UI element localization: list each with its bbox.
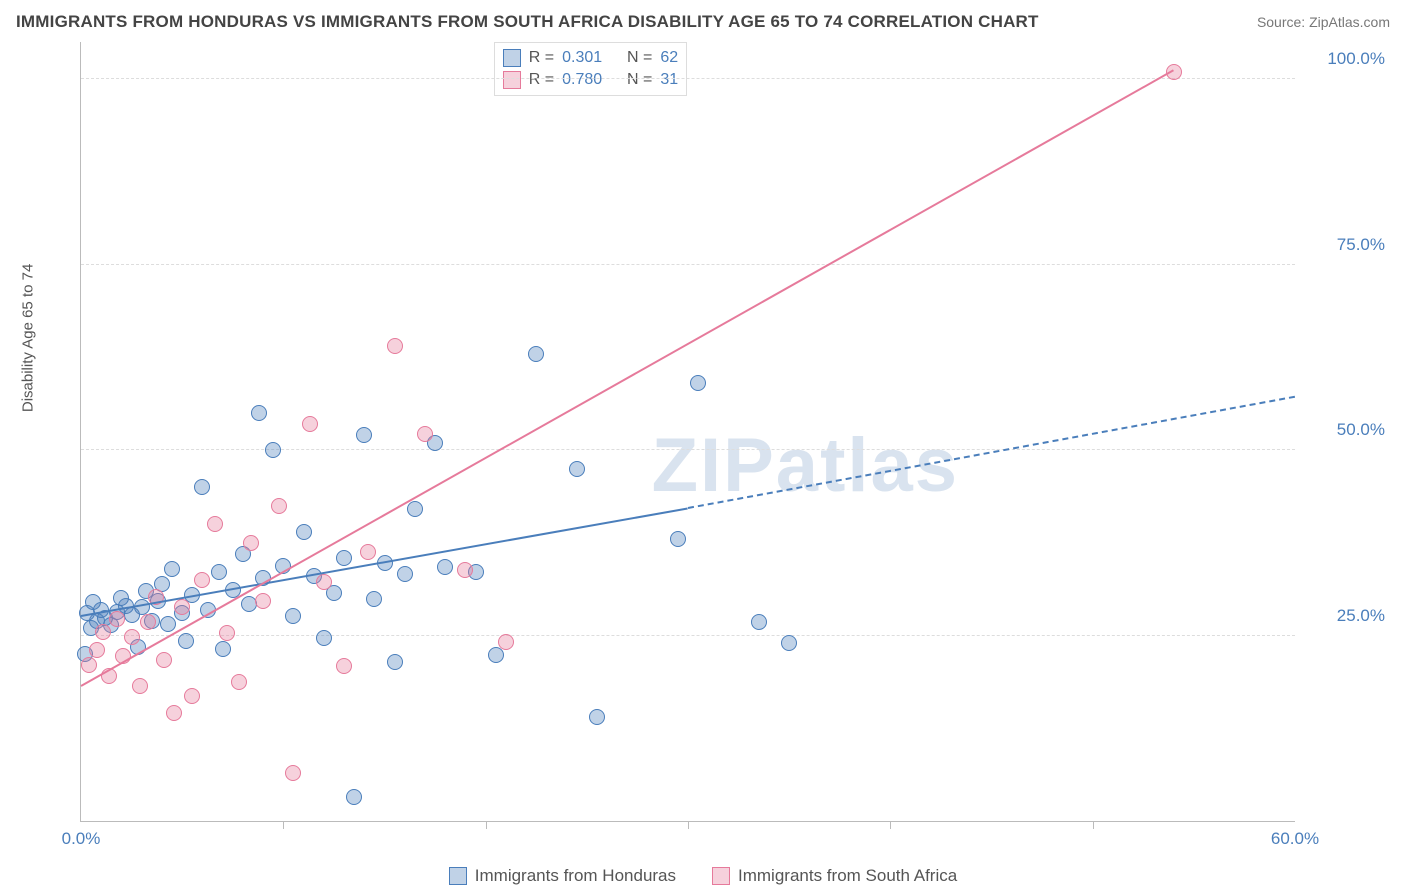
scatter-point: [174, 599, 190, 615]
x-tick-minor: [283, 821, 284, 829]
chart-title: IMMIGRANTS FROM HONDURAS VS IMMIGRANTS F…: [16, 12, 1039, 32]
scatter-point: [437, 559, 453, 575]
scatter-point: [336, 550, 352, 566]
scatter-point: [366, 591, 382, 607]
scatter-point: [407, 501, 423, 517]
scatter-point: [360, 544, 376, 560]
scatter-point: [316, 574, 332, 590]
scatter-point: [156, 652, 172, 668]
scatter-point: [387, 338, 403, 354]
n-label: N =: [627, 71, 652, 89]
r-legend-row: R = 0.780 N = 31: [503, 69, 678, 91]
r-value: 0.780: [562, 71, 602, 89]
scatter-point: [751, 614, 767, 630]
scatter-point: [387, 654, 403, 670]
scatter-point: [457, 562, 473, 578]
gridline-h: [81, 449, 1295, 450]
x-tick-label: 0.0%: [62, 829, 101, 849]
scatter-point: [178, 633, 194, 649]
source-attribution: Source: ZipAtlas.com: [1257, 14, 1390, 30]
legend-item: Immigrants from Honduras: [449, 866, 676, 886]
scatter-point: [265, 442, 281, 458]
legend-swatch: [503, 49, 521, 67]
r-value: 0.301: [562, 49, 602, 67]
scatter-point: [781, 635, 797, 651]
scatter-point: [251, 405, 267, 421]
trend-line: [81, 70, 1175, 688]
series-legend: Immigrants from Honduras Immigrants from …: [0, 866, 1406, 886]
y-tick-label: 50.0%: [1305, 420, 1385, 440]
scatter-point: [81, 657, 97, 673]
r-label: R =: [529, 71, 554, 89]
scatter-point: [569, 461, 585, 477]
scatter-point: [109, 611, 125, 627]
scatter-point: [271, 498, 287, 514]
scatter-point: [231, 674, 247, 690]
scatter-point: [219, 625, 235, 641]
gridline-h: [81, 635, 1295, 636]
legend-swatch: [449, 867, 467, 885]
scatter-point: [132, 678, 148, 694]
scatter-point: [285, 608, 301, 624]
x-tick-minor: [486, 821, 487, 829]
gridline-h: [81, 264, 1295, 265]
scatter-point: [589, 709, 605, 725]
x-tick-minor: [890, 821, 891, 829]
scatter-point: [211, 564, 227, 580]
chart-container: Disability Age 65 to 74 ZIPatlas R =0.30…: [40, 42, 1390, 852]
scatter-point: [215, 641, 231, 657]
scatter-point: [285, 765, 301, 781]
plot-area: ZIPatlas R =0.301 N =62R =0.780 N =31 25…: [80, 42, 1295, 822]
legend-item: Immigrants from South Africa: [712, 866, 957, 886]
scatter-point: [336, 658, 352, 674]
scatter-point: [243, 535, 259, 551]
scatter-point: [207, 516, 223, 532]
scatter-point: [194, 572, 210, 588]
scatter-point: [397, 566, 413, 582]
scatter-point: [670, 531, 686, 547]
y-tick-label: 100.0%: [1305, 49, 1385, 69]
legend-label: Immigrants from South Africa: [738, 866, 957, 886]
scatter-point: [690, 375, 706, 391]
scatter-point: [89, 642, 105, 658]
scatter-point: [166, 705, 182, 721]
scatter-point: [417, 426, 433, 442]
scatter-point: [124, 629, 140, 645]
scatter-point: [356, 427, 372, 443]
scatter-point: [255, 593, 271, 609]
legend-label: Immigrants from Honduras: [475, 866, 676, 886]
scatter-point: [528, 346, 544, 362]
legend-swatch: [712, 867, 730, 885]
y-tick-label: 25.0%: [1305, 606, 1385, 626]
scatter-point: [316, 630, 332, 646]
x-tick-label: 60.0%: [1271, 829, 1319, 849]
scatter-point: [302, 416, 318, 432]
scatter-point: [184, 688, 200, 704]
correlation-legend: R = 0.301 N = 62 R = 0.780 N = 31: [494, 42, 687, 96]
x-tick-minor: [1093, 821, 1094, 829]
x-tick-minor: [688, 821, 689, 829]
y-tick-label: 75.0%: [1305, 235, 1385, 255]
gridline-h: [81, 78, 1295, 79]
scatter-point: [296, 524, 312, 540]
scatter-point: [164, 561, 180, 577]
scatter-point: [346, 789, 362, 805]
scatter-point: [95, 624, 111, 640]
n-label: N =: [627, 49, 652, 67]
r-label: R =: [529, 49, 554, 67]
legend-swatch: [503, 71, 521, 89]
n-value: 31: [660, 71, 678, 89]
scatter-point: [194, 479, 210, 495]
trend-line: [688, 396, 1295, 509]
n-value: 62: [660, 49, 678, 67]
scatter-point: [498, 634, 514, 650]
scatter-point: [140, 614, 156, 630]
r-legend-row: R = 0.301 N = 62: [503, 47, 678, 69]
scatter-point: [160, 616, 176, 632]
y-axis-label: Disability Age 65 to 74: [20, 264, 37, 412]
